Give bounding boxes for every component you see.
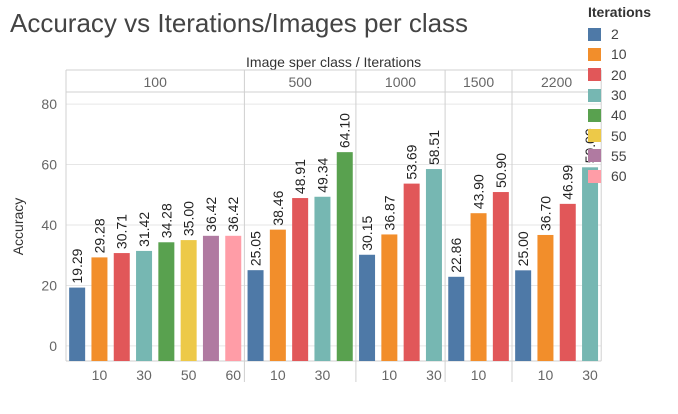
bar	[582, 167, 599, 361]
legend-swatch	[588, 27, 601, 41]
bar	[492, 192, 509, 361]
bar	[403, 183, 420, 361]
bar	[269, 229, 286, 361]
y-tick-label: 20	[41, 277, 57, 293]
legend-swatch	[588, 169, 601, 183]
data-label: 43.90	[471, 174, 487, 209]
y-tick-label: 60	[41, 157, 57, 173]
x-tick-label: 10	[538, 367, 554, 383]
legend-label: 2	[611, 26, 619, 43]
chart-title: Accuracy vs Iterations/Images per class	[10, 8, 469, 38]
bar	[69, 287, 86, 361]
group-label: 1500	[463, 74, 494, 90]
data-label: 25.00	[515, 231, 531, 266]
bar	[91, 257, 108, 361]
bar	[470, 213, 487, 361]
legend-swatch	[588, 108, 601, 122]
legend: Iterations 2 10 20 30 40 50 55 60	[588, 4, 676, 186]
legend-swatch	[588, 47, 601, 61]
data-label: 34.28	[158, 203, 174, 238]
data-label: 53.69	[404, 144, 420, 179]
bar	[314, 196, 331, 361]
x-tick-label: 10	[382, 367, 398, 383]
y-tick-label: 40	[41, 217, 57, 233]
bar	[448, 276, 465, 361]
legend-label: 55	[611, 147, 627, 164]
data-label: 25.05	[248, 231, 264, 266]
data-label: 49.34	[314, 158, 330, 193]
x-tick-label: 10	[92, 367, 108, 383]
data-label: 35.00	[181, 201, 197, 236]
data-label: 30.71	[114, 214, 130, 249]
data-label: 38.46	[270, 190, 286, 225]
data-label: 50.90	[493, 153, 509, 188]
data-label: 30.15	[359, 216, 375, 251]
legend-item: 40	[588, 105, 676, 125]
bar	[559, 203, 576, 361]
data-label: 36.70	[537, 196, 553, 231]
x-tick-label: 30	[315, 367, 331, 383]
y-axis-title: Accuracy	[10, 198, 26, 256]
data-label: 29.28	[91, 218, 107, 253]
bar	[336, 152, 353, 361]
y-tick-label: 80	[41, 96, 57, 112]
data-label: 64.10	[337, 113, 353, 148]
bar	[537, 234, 554, 361]
bar	[425, 169, 442, 361]
group-label: 2200	[541, 74, 572, 90]
bar	[381, 234, 398, 361]
group-label: 500	[288, 74, 312, 90]
x-tick-label: 30	[582, 367, 598, 383]
x-tick-label: 10	[270, 367, 286, 383]
legend-item: 20	[588, 65, 676, 85]
legend-item: 2	[588, 24, 676, 44]
legend-label: 20	[611, 66, 627, 83]
data-label: 22.86	[448, 238, 464, 273]
x-tick-label: 30	[426, 367, 442, 383]
data-label: 48.91	[292, 159, 308, 194]
bar	[180, 240, 197, 361]
data-label: 58.51	[426, 130, 442, 165]
bar	[158, 242, 175, 361]
group-label: 1000	[385, 74, 416, 90]
x-tick-label: 10	[471, 367, 487, 383]
header-label: Image sper class / Iterations	[246, 54, 421, 70]
bar	[247, 270, 264, 361]
group-label: 100	[144, 74, 168, 90]
legend-item: 50	[588, 125, 676, 145]
legend-label: 50	[611, 127, 627, 144]
data-label: 46.99	[560, 165, 576, 200]
data-label: 19.29	[69, 248, 85, 283]
legend-title: Iterations	[588, 4, 652, 20]
legend-item: 60	[588, 166, 676, 186]
bar	[515, 270, 532, 361]
legend-swatch	[588, 88, 601, 102]
legend-swatch	[588, 129, 601, 143]
legend-label: 40	[611, 107, 627, 124]
x-tick-label: 60	[225, 367, 241, 383]
legend-label: 60	[611, 168, 627, 185]
data-label: 31.42	[136, 212, 152, 247]
data-label: 36.42	[225, 197, 241, 232]
x-tick-label: 30	[136, 367, 152, 383]
bar	[136, 250, 153, 361]
legend-label: 10	[611, 46, 627, 63]
x-tick-label: 50	[181, 367, 197, 383]
bar	[359, 254, 376, 361]
bar	[292, 198, 309, 361]
data-label: 36.42	[203, 197, 219, 232]
legend-item: 10	[588, 44, 676, 64]
y-tick-label: 0	[49, 338, 57, 354]
legend-swatch	[588, 149, 601, 163]
data-label: 36.87	[381, 195, 397, 230]
legend-swatch	[588, 68, 601, 82]
bar	[202, 235, 219, 361]
legend-item: 55	[588, 146, 676, 166]
legend-label: 30	[611, 87, 627, 104]
bar	[225, 235, 242, 361]
bar	[113, 253, 130, 361]
legend-item: 30	[588, 85, 676, 105]
